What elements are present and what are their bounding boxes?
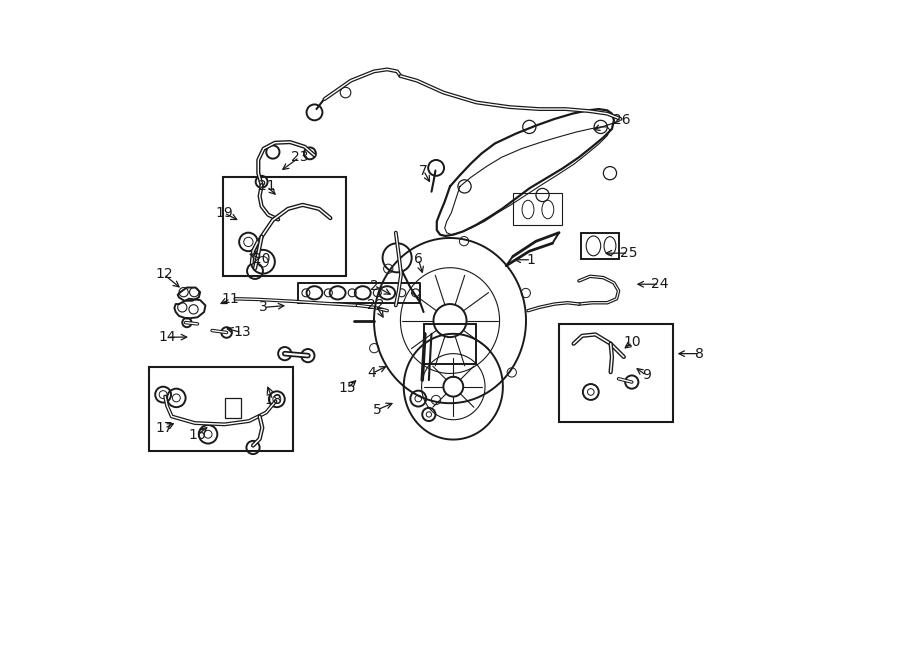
Text: 12: 12	[155, 267, 173, 282]
Text: 20: 20	[253, 252, 270, 266]
Text: 23: 23	[291, 150, 308, 165]
Bar	[513, 193, 562, 225]
Text: 3: 3	[259, 300, 268, 315]
Text: 14: 14	[158, 330, 176, 344]
Text: 16: 16	[189, 428, 206, 442]
Text: 26: 26	[613, 113, 631, 128]
Text: 13: 13	[233, 325, 250, 340]
Text: 6: 6	[414, 252, 423, 266]
Text: 15: 15	[338, 381, 356, 395]
Text: 11: 11	[221, 292, 239, 306]
Bar	[580, 233, 619, 259]
Text: 25: 25	[620, 246, 637, 260]
Text: 21: 21	[258, 179, 275, 194]
Text: 10: 10	[624, 335, 641, 350]
Bar	[424, 324, 476, 364]
Text: 17: 17	[156, 421, 174, 436]
Bar	[225, 398, 241, 418]
Text: 8: 8	[696, 346, 705, 361]
Text: 22: 22	[367, 298, 384, 313]
Text: 2: 2	[370, 278, 378, 293]
Bar	[223, 177, 346, 276]
Bar	[148, 367, 292, 451]
Text: 24: 24	[651, 277, 669, 292]
Text: 7: 7	[419, 163, 428, 178]
Text: 19: 19	[215, 206, 233, 220]
Bar	[559, 324, 673, 422]
Text: 1: 1	[526, 253, 536, 267]
Text: 9: 9	[642, 368, 651, 383]
Text: 5: 5	[373, 403, 382, 417]
Text: 4: 4	[367, 366, 376, 381]
Text: 18: 18	[264, 393, 282, 407]
